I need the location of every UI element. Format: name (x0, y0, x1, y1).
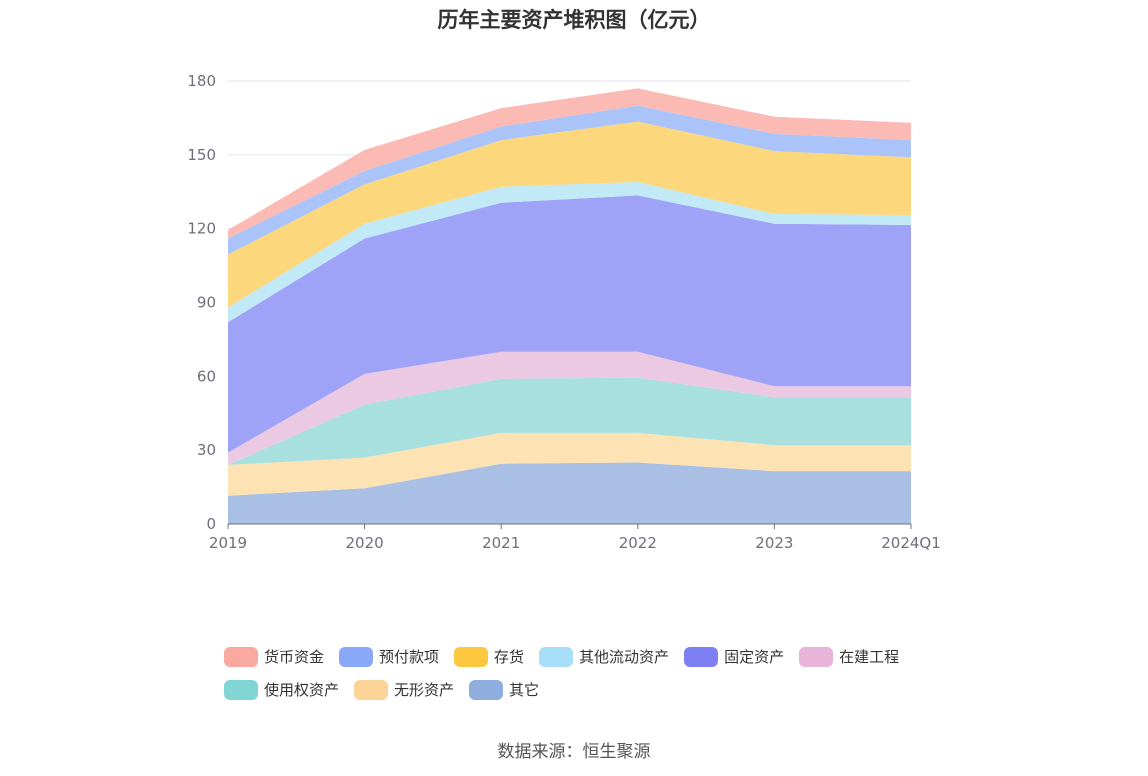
legend-swatch (469, 679, 504, 700)
legend-swatch (339, 646, 374, 667)
y-tick-label: 60 (197, 367, 216, 385)
legend-label: 在建工程 (839, 648, 900, 666)
area-在建工程 (228, 351, 911, 465)
legend-swatch (224, 646, 258, 667)
x-tick-label: 2023 (755, 534, 793, 552)
y-tick-label: 120 (187, 220, 216, 238)
legend-row-1: 货币资金 预付款项 存货 其他流动资产 固定资产 在建工程 (224, 640, 984, 673)
legend-swatch (454, 646, 489, 667)
legend-row-2: 使用权资产 无形资产 其它 (224, 673, 984, 706)
chart-title: 历年主要资产堆积图（亿元） (437, 8, 711, 32)
legend-label: 货币资金 (264, 648, 325, 666)
legend-item[interactable]: 其它 (469, 679, 539, 700)
legend-label: 存货 (494, 648, 525, 666)
area-无形资产 (228, 432, 911, 496)
y-tick-label: 0 (206, 515, 216, 533)
area-固定资产 (228, 195, 911, 453)
legend-item[interactable]: 其他流动资产 (539, 646, 669, 667)
y-tick-label: 30 (197, 441, 216, 459)
y-tick-label: 180 (187, 72, 216, 90)
x-tick-label: 2019 (209, 534, 247, 552)
x-tick-label: 2024Q1 (881, 534, 941, 552)
legend-label: 无形资产 (394, 681, 455, 699)
legend: 货币资金 预付款项 存货 其他流动资产 固定资产 在建工程 使用权资产 无形资产 其它 (224, 640, 984, 706)
legend-label: 其它 (509, 681, 540, 699)
x-tick-label: 2022 (619, 534, 657, 552)
legend-swatch (684, 646, 719, 667)
area-货币资金 (228, 88, 911, 239)
legend-item[interactable]: 货币资金 (224, 646, 324, 667)
x-tick-label: 2021 (482, 534, 520, 552)
legend-item[interactable]: 无形资产 (354, 679, 454, 700)
legend-label: 使用权资产 (264, 681, 340, 699)
legend-item[interactable]: 预付款项 (339, 646, 439, 667)
area-使用权资产 (228, 377, 911, 465)
legend-label: 其他流动资产 (579, 648, 670, 666)
legend-swatch (354, 679, 389, 700)
x-tick-label: 2020 (346, 534, 384, 552)
y-tick-label: 90 (197, 294, 216, 312)
legend-item[interactable]: 存货 (454, 646, 524, 667)
area-其它 (228, 462, 911, 524)
legend-swatch (224, 679, 258, 700)
legend-swatch (799, 646, 834, 667)
legend-item[interactable]: 固定资产 (684, 646, 784, 667)
legend-label: 固定资产 (724, 648, 785, 666)
legend-label: 预付款项 (379, 648, 440, 666)
area-存货 (228, 121, 911, 308)
area-预付款项 (228, 105, 911, 255)
legend-swatch (539, 646, 574, 667)
legend-item[interactable]: 在建工程 (799, 646, 899, 667)
area-series (228, 88, 911, 524)
axes: 0 30 60 90 120 150 180 2019 2020 2021 2022 2023 2024… (187, 72, 940, 552)
area-其他流动资产 (228, 181, 911, 323)
data-source-note: 数据来源：恒生聚源 (497, 742, 651, 762)
y-tick-label: 150 (187, 146, 216, 164)
legend-item[interactable]: 使用权资产 (224, 679, 339, 700)
